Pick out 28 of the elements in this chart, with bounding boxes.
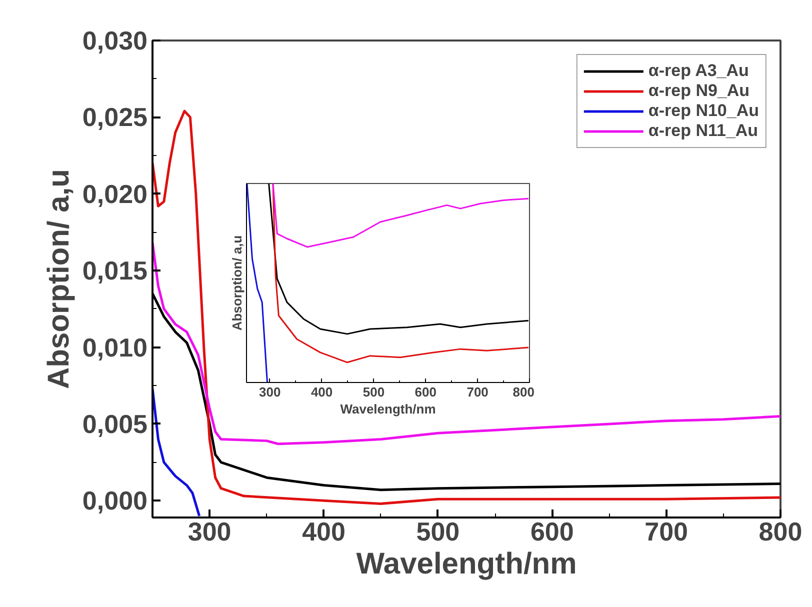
legend-label: α-rep A3_Au [648, 61, 749, 81]
legend-label: α-rep N11_Au [648, 121, 758, 141]
y-tick-label: 0,010 [82, 332, 148, 362]
y-tick-label: 0,005 [82, 408, 148, 439]
y-tick-label: 0,000 [82, 486, 148, 516]
x-axis-title: Wavelength/nm [356, 548, 577, 580]
x-tick-label: 800 [758, 516, 802, 546]
x-tick-label: 700 [466, 384, 488, 400]
y-axis-title: Absorption/ a,u [230, 235, 244, 331]
x-tick-label: 300 [188, 516, 232, 546]
y-tick-label: 0,030 [82, 26, 148, 56]
x-tick-label: 500 [362, 384, 385, 400]
y-axis-title: Absorption/ a,u [42, 168, 76, 389]
line-series [152, 387, 201, 518]
y-tick-label: 0,020 [82, 178, 148, 209]
y-tick-label: 0,015 [82, 256, 148, 286]
y-tick-label: 0,025 [82, 102, 148, 132]
x-tick-label: 800 [512, 384, 535, 400]
x-tick-label: 600 [530, 516, 574, 546]
x-tick-label: 500 [416, 516, 460, 546]
x-tick-label: 300 [259, 384, 281, 400]
x-tick-label: 700 [644, 516, 688, 546]
x-tick-label: 400 [302, 516, 346, 546]
x-tick-label: 400 [310, 384, 333, 400]
x-tick-label: 600 [414, 384, 437, 400]
x-axis-title: Wavelength/nm [340, 402, 436, 416]
legend-label: α-rep N9_Au [648, 81, 750, 101]
legend-label: α-rep N10_Au [648, 101, 759, 121]
